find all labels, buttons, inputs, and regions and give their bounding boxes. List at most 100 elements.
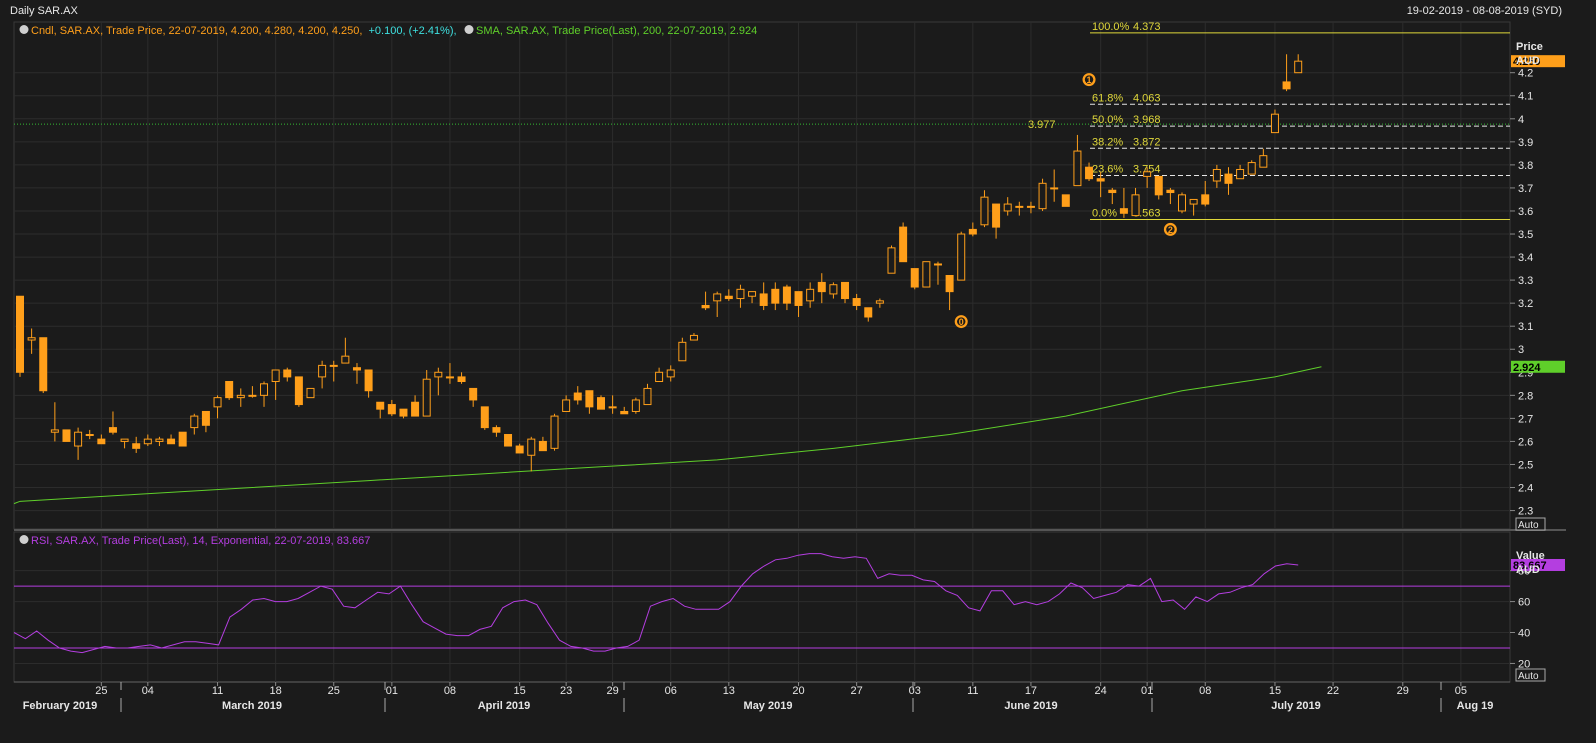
candle[interactable] [167,434,176,445]
candle[interactable] [1015,201,1024,216]
candle[interactable] [1038,178,1047,211]
candle[interactable] [980,190,989,228]
candle[interactable] [608,395,617,414]
candle[interactable] [352,363,361,384]
candle[interactable] [655,367,664,383]
candle[interactable] [376,401,385,419]
candle[interactable] [457,372,466,384]
candle[interactable] [1003,197,1012,216]
candle[interactable] [1294,54,1303,74]
candle[interactable] [631,397,640,414]
candle[interactable] [852,293,861,311]
candle[interactable] [538,436,547,452]
candle[interactable] [678,337,687,362]
candle[interactable] [1119,187,1128,218]
candle[interactable] [1247,160,1256,175]
candle[interactable] [39,337,48,394]
date-range[interactable]: 19-02-2019 - 08-08-2019 (SYD) [1406,5,1562,17]
candle[interactable] [1212,164,1221,188]
candle[interactable] [1143,167,1152,188]
candle[interactable] [62,429,71,442]
candle[interactable] [1131,187,1140,217]
candle[interactable] [910,268,919,290]
candle[interactable] [817,273,826,304]
candle[interactable] [1224,167,1233,195]
candle[interactable] [1270,109,1279,134]
candle[interactable] [422,369,431,417]
candle[interactable] [1154,175,1163,200]
candle[interactable] [1201,181,1210,207]
candle[interactable] [1108,187,1117,205]
candle[interactable] [294,376,303,407]
candle[interactable] [434,367,443,396]
candle[interactable] [794,291,803,317]
rsi-auto-button[interactable] [1515,668,1546,682]
candle[interactable] [713,291,722,317]
candle[interactable] [620,406,629,415]
candle[interactable] [806,282,815,308]
candle[interactable] [318,360,327,389]
candle[interactable] [1061,194,1070,207]
candle[interactable] [1073,134,1082,187]
candle[interactable] [306,387,315,399]
legend-expand-icon[interactable] [19,25,29,34]
candle[interactable] [1096,171,1105,198]
candle[interactable] [736,284,745,308]
candle[interactable] [329,360,338,382]
candle[interactable] [16,295,24,377]
candle[interactable] [225,381,234,400]
candle[interactable] [1085,162,1094,182]
candle[interactable] [248,386,257,398]
candle[interactable] [1026,201,1035,214]
candle[interactable] [213,395,222,419]
candle[interactable] [1236,164,1245,180]
candle[interactable] [74,427,83,460]
candle[interactable] [1178,192,1186,214]
price-axis[interactable]: 2.32.42.52.62.72.82.933.13.23.33.43.53.6… [1510,55,1565,518]
candle[interactable] [143,434,152,447]
candle[interactable] [562,395,571,412]
candle[interactable] [782,284,791,311]
candle[interactable] [1050,169,1059,202]
candle[interactable] [829,282,838,299]
candle[interactable] [364,369,373,398]
candle[interactable] [864,307,873,322]
sma-legend-icon[interactable] [464,25,474,34]
candle[interactable] [155,436,164,447]
candle[interactable] [666,365,675,382]
candle[interactable] [504,434,513,447]
candle[interactable] [573,386,582,405]
candle[interactable] [97,434,106,445]
candle[interactable] [945,275,954,311]
candle[interactable] [771,282,780,311]
candle[interactable] [480,406,489,430]
candle[interactable] [260,381,269,407]
candle[interactable] [132,436,141,453]
candle[interactable] [387,399,396,417]
candle[interactable] [527,436,536,472]
time-axis[interactable]: 25 04 11 18 25 01 08 15 23 29 06 13 20 27 03 11 17 24 01 08… [23,682,1494,712]
candle[interactable] [1166,187,1175,205]
candle[interactable] [887,245,896,274]
candle[interactable] [701,291,710,311]
candle[interactable] [50,402,59,442]
price-auto-button[interactable] [1515,517,1546,531]
candle[interactable] [236,388,245,407]
candle[interactable] [469,387,478,407]
candle[interactable] [957,231,966,281]
rsi-panel[interactable] [13,531,1511,683]
candle[interactable] [341,337,350,364]
candle[interactable] [178,431,187,447]
candle[interactable] [108,411,117,435]
candle[interactable] [445,363,454,384]
candle[interactable] [922,261,931,288]
candle[interactable] [1282,54,1291,92]
candle[interactable] [585,390,594,414]
candle[interactable] [597,395,605,410]
candle[interactable] [120,438,129,449]
candle[interactable] [1189,198,1198,216]
candle[interactable] [27,328,36,354]
candle[interactable] [689,333,698,341]
candle[interactable] [411,395,420,417]
candle[interactable] [283,367,292,382]
